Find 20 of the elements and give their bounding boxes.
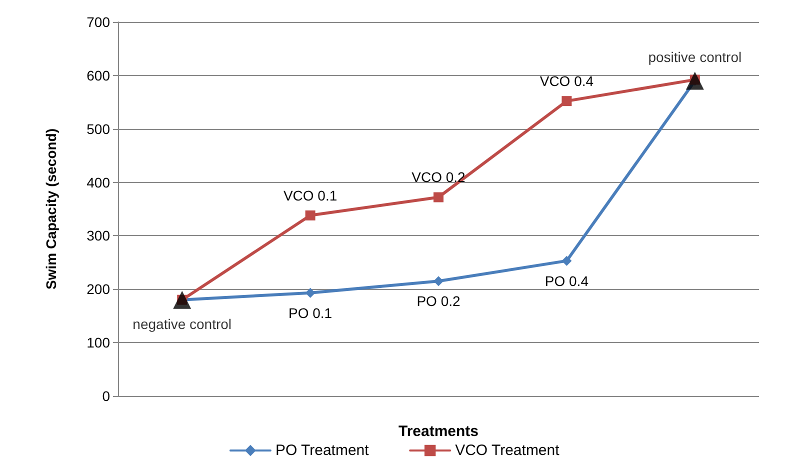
y-tick-label: 300 [86,228,110,244]
y-tick-label: 0 [102,388,110,404]
data-label: PO 0.4 [544,272,589,289]
y-tick-label: 400 [86,174,110,190]
data-label: positive control [648,48,742,65]
y-tick-label: 200 [86,281,110,298]
y-tick-label: 100 [86,334,110,351]
data-label: VCO 0.4 [540,73,594,90]
y-axis-title: Swim Capacity (second) [43,128,59,290]
data-label: PO 0.1 [288,304,332,321]
x-axis-title: Treatments [398,423,479,440]
y-tick-label: 500 [86,120,110,137]
y-tick-label: 600 [86,67,110,84]
legend-label: VCO Treatment [455,442,560,459]
data-label: negative control [132,316,232,332]
data-label: PO 0.2 [416,293,460,310]
y-tick-label: 700 [86,14,110,30]
data-label: VCO 0.2 [412,169,466,186]
legend-label: PO Treatment [275,442,370,459]
data-label: VCO 0.1 [283,187,338,204]
